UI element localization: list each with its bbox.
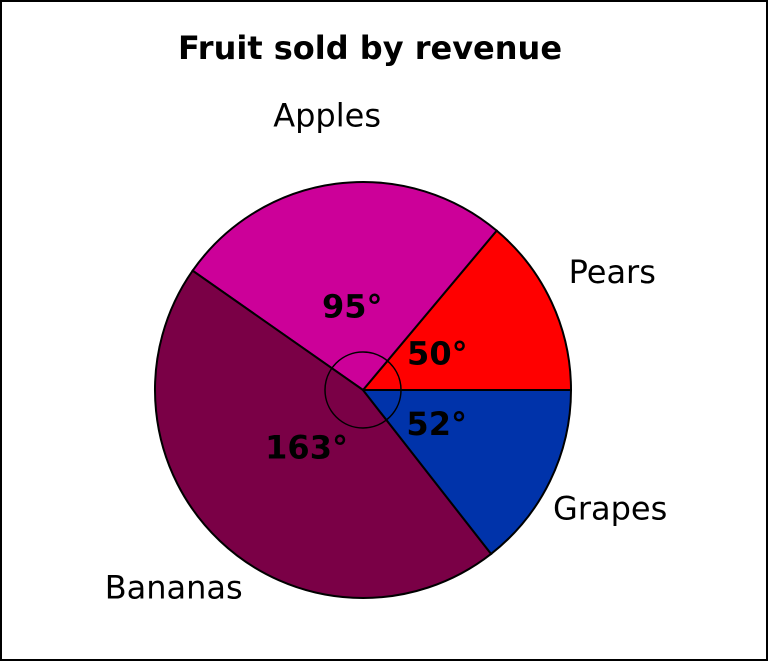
pie-slice: [191, 181, 499, 392]
slice-value-label: 95°: [322, 288, 383, 326]
slice-category-label: Pears: [569, 253, 656, 291]
slice-value-label: 163°: [265, 428, 348, 466]
slice-category-label: Apples: [273, 96, 381, 134]
pie-slice: [360, 389, 573, 556]
slice-value-label: 50°: [407, 334, 468, 372]
slice-category-label: Grapes: [553, 490, 667, 528]
slice-value-label: 52°: [406, 405, 467, 443]
pie-slice: [154, 269, 493, 599]
pie-slice: [360, 229, 573, 391]
slice-category-label: Bananas: [105, 568, 243, 606]
chart-title: Fruit sold by revenue: [178, 29, 562, 67]
center-circle: [324, 351, 402, 429]
